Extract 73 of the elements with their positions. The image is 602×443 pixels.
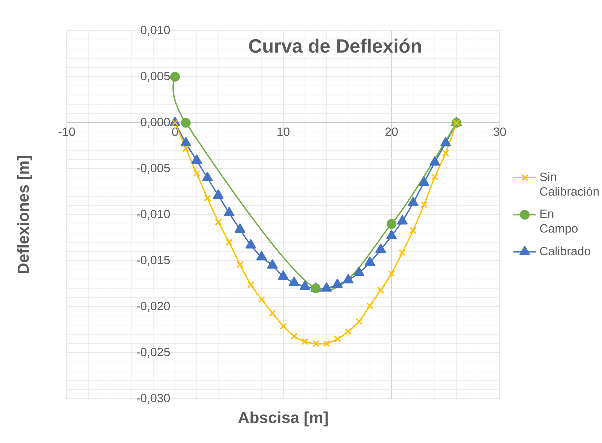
- y-tick-label: -0,025: [137, 348, 170, 358]
- point: [376, 244, 386, 254]
- point: [289, 277, 300, 286]
- point: [204, 194, 212, 202]
- point: [343, 274, 354, 284]
- point: [364, 256, 376, 266]
- y-tick-label: -0,015: [137, 256, 170, 266]
- point: [202, 172, 214, 182]
- point: [246, 239, 256, 249]
- point: [418, 176, 430, 186]
- point: [302, 338, 309, 346]
- point: [334, 336, 342, 343]
- point: [280, 322, 287, 330]
- point: [192, 154, 202, 164]
- point: [290, 332, 298, 340]
- y-tick-label: -0,010: [137, 210, 170, 220]
- point: [180, 137, 192, 147]
- point: [440, 137, 452, 147]
- point: [332, 278, 343, 288]
- y-tick-label: -0,005: [137, 164, 170, 174]
- x-tick-label: -10: [58, 128, 76, 136]
- point: [236, 261, 244, 268]
- point: [226, 239, 233, 246]
- legend-label: Calibrado: [540, 246, 591, 256]
- point: [430, 156, 440, 166]
- point: [388, 270, 396, 278]
- point: [181, 118, 192, 128]
- point: [356, 318, 363, 326]
- point: [248, 281, 255, 288]
- y-axis-title: Deflexiones [m]: [17, 156, 32, 274]
- x-axis-title: Abscisa [m]: [238, 412, 328, 427]
- point: [269, 310, 276, 317]
- point: [399, 249, 406, 256]
- point: [377, 286, 384, 294]
- point: [410, 227, 417, 234]
- point: [170, 72, 180, 82]
- legend-label: En Campo: [540, 210, 578, 236]
- x-tick-label: 0: [172, 128, 178, 136]
- point: [420, 201, 428, 208]
- point: [213, 190, 224, 200]
- point: [172, 120, 179, 126]
- x-tick-label: 20: [386, 128, 398, 136]
- point: [300, 280, 310, 290]
- point: [256, 251, 268, 261]
- y-tick-label: 0,000: [140, 118, 170, 128]
- point: [366, 302, 374, 310]
- point: [278, 270, 289, 280]
- point: [344, 328, 352, 336]
- point: [323, 340, 330, 348]
- point: [224, 207, 235, 216]
- point: [267, 260, 278, 269]
- point: [234, 224, 246, 234]
- y-tick-label: 0,005: [140, 72, 170, 82]
- point: [386, 219, 397, 230]
- point: [432, 174, 439, 181]
- chart-title: Curva de Deflexión: [249, 38, 422, 54]
- point: [442, 150, 450, 157]
- x-tick-label: 10: [278, 128, 290, 136]
- legend-label: Sin Calibración: [540, 172, 599, 196]
- y-tick-label: -0,020: [137, 302, 170, 312]
- y-tick-label: -0,030: [137, 394, 170, 404]
- point: [397, 215, 408, 225]
- y-tick-label: 0,010: [140, 26, 170, 36]
- point: [258, 296, 266, 304]
- point: [386, 230, 398, 240]
- point: [215, 218, 222, 226]
- point: [182, 145, 190, 152]
- point: [193, 170, 200, 178]
- point: [408, 197, 419, 206]
- x-tick-label: 30: [494, 128, 506, 136]
- point: [312, 340, 320, 348]
- point: [354, 266, 365, 276]
- point: [322, 282, 332, 292]
